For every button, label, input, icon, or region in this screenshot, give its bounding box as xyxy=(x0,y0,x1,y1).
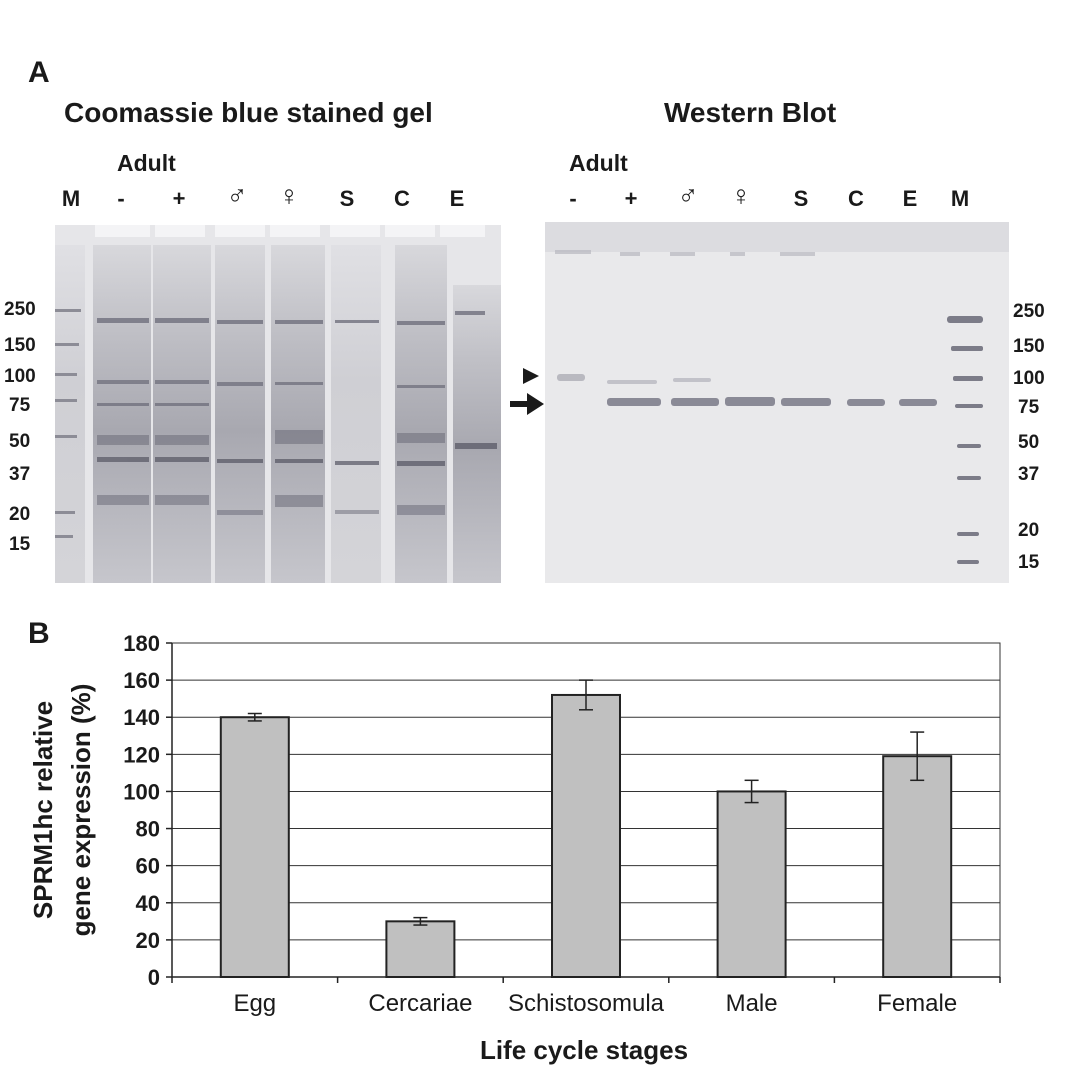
panel-b-letter: B xyxy=(28,617,50,650)
blot-marker-label: 20 xyxy=(1018,520,1040,541)
x-tick-label: Schistosomula xyxy=(508,990,665,1017)
blot-lane-label: M xyxy=(950,186,970,211)
x-tick-label: Female xyxy=(877,990,957,1017)
gel-lane-label: E xyxy=(449,186,465,211)
y-tick-label: 80 xyxy=(136,817,160,842)
arrowhead-marker-icon xyxy=(523,368,539,384)
blot-lane-label: ♂ xyxy=(677,180,699,211)
gel-marker-label: 150 xyxy=(4,335,36,356)
y-axis-title-line2: gene expression (%) xyxy=(66,684,96,937)
gel-title: Coomassie blue stained gel xyxy=(64,97,433,128)
expression-bar-chart: 0 20 40 60 80 100 120 140 160 180 Egg Cercariae Schi… xyxy=(28,631,1001,1065)
gel-marker-label: 50 xyxy=(9,431,31,452)
gel-lane-label: ♂ xyxy=(226,180,248,211)
y-tick-label: 180 xyxy=(123,631,160,656)
x-axis-title: Life cycle stages xyxy=(480,1035,688,1065)
bar xyxy=(551,693,621,978)
bar xyxy=(716,790,787,978)
blot-lane-label: S xyxy=(793,186,809,211)
blot-title: Western Blot xyxy=(664,97,837,128)
y-tick-label: 20 xyxy=(136,928,160,953)
gel-lane-label: C xyxy=(394,186,410,211)
y-tick-label: 140 xyxy=(123,705,160,730)
y-tick-label: 40 xyxy=(136,891,160,916)
coomassie-gel-drawing xyxy=(55,225,501,583)
coomassie-gel-image xyxy=(55,225,501,583)
blot-marker-label: 100 xyxy=(1013,368,1045,389)
blot-adult-label: Adult xyxy=(569,150,628,176)
gel-marker-label: 15 xyxy=(9,534,31,555)
blot-lane-label: C xyxy=(848,186,864,211)
blot-lane-label: E xyxy=(902,186,918,211)
gel-lane-label: - xyxy=(117,186,125,211)
blot-lane-label: - xyxy=(569,186,577,211)
gel-lane-label: ♀ xyxy=(278,180,300,211)
y-axis-title-line1: SPRM1hc relative xyxy=(28,701,58,919)
blot-marker-label: 50 xyxy=(1018,432,1040,453)
blot-marker-label: 75 xyxy=(1018,397,1040,418)
gel-lane-label: M xyxy=(61,186,81,211)
bar xyxy=(385,920,456,979)
gel-lane-label: S xyxy=(339,186,355,211)
blot-lane-label: ♀ xyxy=(730,180,752,211)
y-tick-label: 120 xyxy=(123,742,160,767)
blot-marker-label: 15 xyxy=(1018,552,1040,573)
gel-marker-label: 100 xyxy=(4,366,36,387)
bar xyxy=(219,716,290,978)
bar xyxy=(882,755,953,978)
x-tick-label: Egg xyxy=(233,990,276,1017)
blot-marker-label: 37 xyxy=(1018,464,1040,485)
arrow-marker-icon xyxy=(510,393,544,415)
gel-adult-label: Adult xyxy=(117,150,176,176)
blot-marker-label: 250 xyxy=(1013,301,1045,322)
y-tick-label: 100 xyxy=(123,779,160,804)
gel-marker-label: 20 xyxy=(9,504,31,525)
y-tick-label: 0 xyxy=(148,965,160,990)
y-tick-label: 60 xyxy=(136,854,160,879)
blot-lane-label: + xyxy=(624,186,638,211)
gel-marker-label: 75 xyxy=(9,395,31,416)
blot-marker-label: 150 xyxy=(1013,336,1045,357)
gel-marker-label: 37 xyxy=(9,464,31,485)
western-blot-drawing xyxy=(545,222,1009,583)
western-blot-image xyxy=(545,222,1009,583)
x-tick-label: Cercariae xyxy=(368,990,472,1017)
panel-a-letter: A xyxy=(28,56,50,89)
gel-lane-label: + xyxy=(172,186,186,211)
x-tick-label: Male xyxy=(726,990,778,1017)
gel-marker-label: 250 xyxy=(4,299,36,320)
y-tick-label: 160 xyxy=(123,668,160,693)
